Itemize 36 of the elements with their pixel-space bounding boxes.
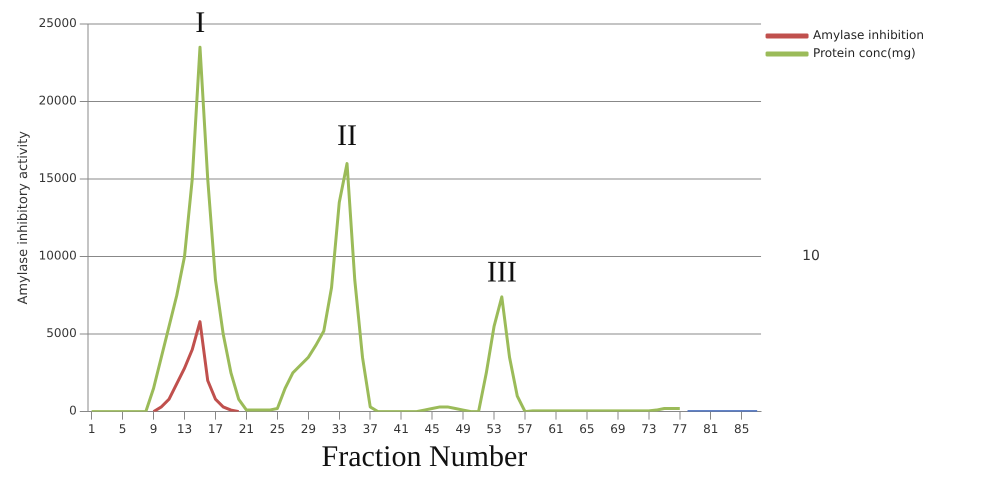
x-tick-label: 65 xyxy=(579,422,595,436)
y-tick-label: 25000 xyxy=(38,16,77,30)
x-tick-label: 21 xyxy=(238,422,254,436)
text: 10 xyxy=(802,248,820,264)
x-tick-label: 33 xyxy=(332,422,347,436)
x-tick-label: 13 xyxy=(176,422,192,436)
x-axis-title: Fraction Number xyxy=(322,440,528,473)
annotation: III xyxy=(486,255,517,288)
y-tick-label: 5000 xyxy=(46,326,77,340)
y-tick-label: 20000 xyxy=(38,94,77,108)
x-tick-label: 49 xyxy=(455,422,471,436)
x-tick-label: 41 xyxy=(394,422,409,436)
annotation: II xyxy=(336,119,357,152)
y-axis-title: Amylase inhibitory activity xyxy=(16,130,32,305)
x-tick-label: 61 xyxy=(548,422,564,436)
y-tick-label: 10000 xyxy=(38,248,77,263)
x-tick-label: 57 xyxy=(517,422,533,436)
x-tick-label: 37 xyxy=(362,422,378,436)
x-tick-label: 45 xyxy=(424,422,440,436)
annotation: I xyxy=(195,6,206,39)
x-tick-label: 53 xyxy=(486,422,502,436)
y-tick-label: 0 xyxy=(69,404,77,418)
x-tick-label: 77 xyxy=(672,422,688,436)
x-tick-label: 29 xyxy=(300,422,316,436)
x-tick-label: 1 xyxy=(88,422,96,436)
y-tick-label: 15000 xyxy=(38,171,77,186)
x-tick-label: 73 xyxy=(641,422,656,436)
legend-label: Protein conc(mg) xyxy=(813,46,916,60)
legend-label: Amylase inhibition xyxy=(813,28,924,42)
x-tick-label: 9 xyxy=(150,422,158,436)
x-tick-label: 85 xyxy=(734,422,750,436)
x-tick-label: 69 xyxy=(610,422,626,436)
x-tick-label: 5 xyxy=(118,422,126,436)
x-tick-label: 81 xyxy=(703,422,718,436)
x-tick-label: 17 xyxy=(208,422,224,436)
x-tick-label: 25 xyxy=(270,422,286,436)
